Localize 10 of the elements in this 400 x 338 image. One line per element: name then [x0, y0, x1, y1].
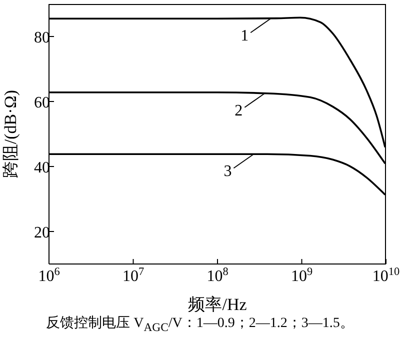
y-axis-title: 跨阻/(dB·Ω): [1, 90, 20, 178]
x-tick-label: 10$^{7}$: [122, 266, 144, 285]
text: 反馈控制电压 V$_{AGC}$/V：1—0.9；2—1.2；3—1.5。: [45, 314, 355, 334]
x-tick-label: 10$^{6}$: [38, 266, 60, 285]
x-tick-label: 10$^{10}$: [372, 266, 400, 285]
annotation: 1: [240, 28, 249, 45]
annotation: 2: [234, 102, 243, 120]
annotation: 3: [224, 163, 232, 180]
x-tick-label: 10$^{9}$: [290, 266, 313, 285]
x-tick-label: 10$^{8}$: [206, 266, 229, 285]
